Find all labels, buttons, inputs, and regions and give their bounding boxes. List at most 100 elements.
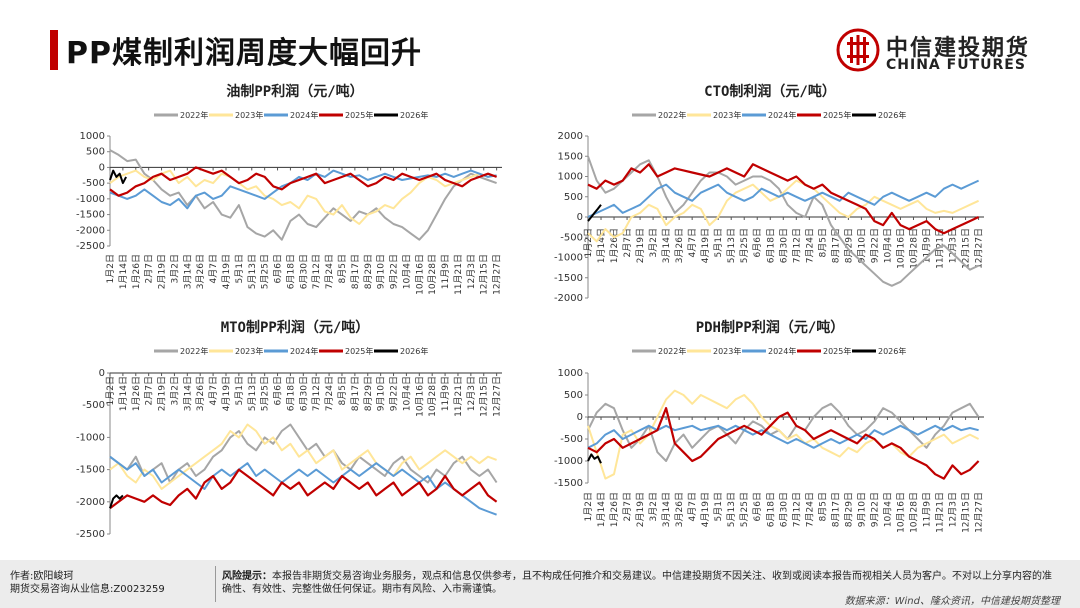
x-tick-label: 2月19日 [157, 254, 168, 289]
chart-title: MTO制PP利润（元/吨） [220, 320, 370, 336]
series-line-2024年 [109, 455, 497, 516]
legend-label: 2022年 [180, 110, 208, 120]
x-tick-label: 1月14日 [118, 254, 129, 289]
x-tick-label: 3月26日 [674, 492, 685, 527]
legend-label: 2026年 [878, 110, 906, 120]
x-tick-label: 1月2日 [105, 254, 116, 283]
x-tick-label: 5月1日 [234, 254, 245, 283]
x-tick-label: 8月29日 [843, 228, 854, 263]
x-tick-label: 7月12日 [311, 376, 322, 411]
x-tick-label: 8月17日 [350, 376, 361, 411]
x-tick-label: 5月13日 [247, 376, 258, 411]
x-tick-label: 11月9日 [440, 376, 451, 411]
legend-label: 2025年 [823, 110, 851, 120]
y-tick-label: 1000 [80, 131, 105, 142]
x-tick-label: 8月5日 [817, 492, 828, 521]
x-tick-label: 5月1日 [713, 228, 724, 257]
x-tick-label: 10月28日 [908, 228, 919, 269]
x-tick-label: 1月2日 [105, 376, 116, 405]
x-tick-label: 12月27日 [974, 228, 985, 269]
x-tick-label: 1月14日 [596, 228, 607, 263]
x-tick-label: 10月4日 [401, 254, 412, 289]
x-tick-label: 5月25日 [260, 376, 271, 411]
x-tick-label: 10月16日 [414, 254, 425, 295]
company-logo: 中信建投期货 CHINA FUTURES [836, 28, 1046, 78]
x-tick-label: 10月4日 [882, 492, 893, 527]
x-tick-label: 9月22日 [389, 376, 400, 411]
y-tick-label: 0 [577, 212, 583, 223]
x-tick-label: 8月5日 [817, 228, 828, 257]
x-tick-label: 4月19日 [700, 228, 711, 263]
risk-disclaimer: 风险提示：本报告非期货交易咨询业务服务，观点和信息仅供参考，且不构成任何推介和交… [222, 570, 1052, 596]
x-tick-label: 8月29日 [843, 492, 854, 527]
series-line-2025年 [587, 407, 980, 480]
y-tick-label: -2000 [76, 225, 105, 236]
x-tick-label: 7月12日 [791, 492, 802, 527]
y-tick-label: -1000 [554, 456, 583, 467]
y-tick-label: -500 [560, 434, 583, 445]
x-tick-label: 10月4日 [882, 228, 893, 263]
x-tick-label: 8月5日 [337, 254, 348, 283]
x-tick-label: 4月19日 [221, 376, 232, 411]
chart-mto-svg: 2022年 2023年 2024年 2025年 2026年 0 -500 -1000 -1500… [76, 346, 503, 540]
series-line-2024年 [587, 179, 980, 218]
x-tick-label: 7月12日 [311, 254, 322, 289]
x-tick-label: 11月9日 [440, 254, 451, 289]
x-tick-label: 6月30日 [778, 228, 789, 263]
chart-legend: 2022年 2023年 2024年 2025年 2026年 [632, 346, 906, 356]
x-tick-label: 9月10日 [856, 492, 867, 527]
y-tick-label: -1000 [554, 253, 583, 264]
x-tick-label: 6月6日 [752, 228, 763, 257]
y-tick-label: -500 [82, 178, 105, 189]
x-tick-label: 12月27日 [974, 492, 985, 533]
x-tick-label: 5月13日 [247, 254, 258, 289]
chart-legend: 2022年 2023年 2024年 2025年 2026年 [154, 110, 428, 120]
company-logo-mark [836, 28, 880, 72]
legend-label: 2025年 [823, 346, 851, 356]
title-accent-bar [50, 30, 58, 70]
x-tick-label: 12月3日 [948, 492, 959, 527]
x-tick-label: 11月21日 [453, 376, 464, 417]
x-tick-label: 12月3日 [948, 228, 959, 263]
legend-label: 2024年 [290, 346, 318, 356]
x-tick-label: 6月30日 [298, 254, 309, 289]
y-tick-label: -1000 [76, 432, 105, 443]
x-tick-label: 6月6日 [273, 254, 284, 283]
x-tick-label: 8月29日 [363, 254, 374, 289]
x-tick-label: 7月24日 [804, 228, 815, 263]
x-tick-label: 2月19日 [157, 376, 168, 411]
risk-heading: 风险提示： [222, 571, 272, 582]
x-tick-label: 11月9日 [921, 492, 932, 527]
series-line-2023年 [587, 179, 980, 243]
series-line-2024年 [587, 424, 979, 449]
chart-mto-pp-profit: MTO制PP利润（元/吨） 2022年 2023年 2024年 2025年 2026年 0… [70, 314, 520, 546]
legend-label: 2023年 [713, 110, 741, 120]
x-tick-label: 1月14日 [596, 492, 607, 527]
legend-label: 2024年 [768, 110, 796, 120]
x-tick-label: 1月2日 [583, 492, 594, 521]
x-tick-label: 3月26日 [195, 376, 206, 411]
series-line-2026年 [587, 204, 602, 222]
y-tick-label: -2500 [76, 241, 105, 252]
x-tick-label: 1月26日 [609, 492, 620, 527]
x-tick-label: 5月1日 [234, 376, 245, 405]
x-tick-label: 8月17日 [830, 492, 841, 527]
x-tick-label: 12月3日 [466, 376, 477, 411]
y-tick-label: 500 [86, 147, 105, 158]
x-tick-label: 12月27日 [492, 254, 503, 295]
legend-label: 2026年 [400, 110, 428, 120]
legend-label: 2024年 [768, 346, 796, 356]
x-tick-label: 7月24日 [324, 376, 335, 411]
x-tick-label: 2月7日 [144, 254, 155, 283]
x-tick-label: 2月7日 [622, 492, 633, 521]
legend-label: 2023年 [235, 110, 263, 120]
y-tick-label: -1500 [76, 210, 105, 221]
x-tick-label: 1月26日 [131, 254, 142, 289]
x-tick-label: 8月17日 [350, 254, 361, 289]
chart-pdh-svg: 2022年 2023年 2024年 2025年 2026年 1000 500 0 -500 -10… [554, 346, 985, 533]
x-tick-label: 3月14日 [661, 492, 672, 527]
legend-label: 2023年 [713, 346, 741, 356]
x-tick-label: 2月7日 [622, 228, 633, 257]
y-tick-label: 1000 [558, 172, 583, 183]
x-tick-label: 12月27日 [492, 376, 503, 417]
